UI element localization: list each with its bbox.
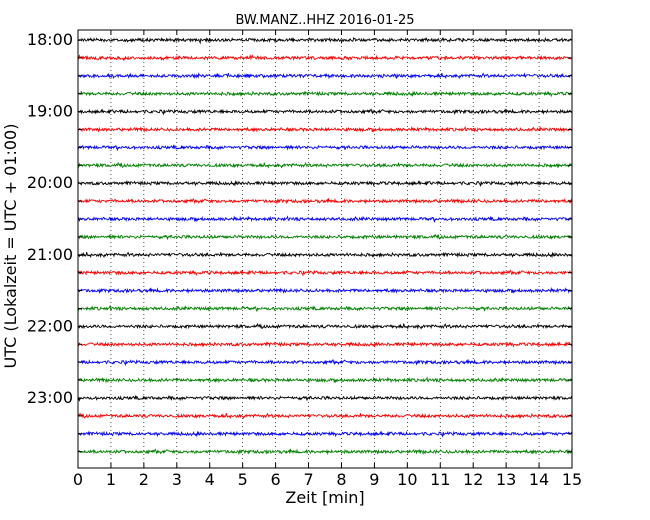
trace-1800 — [77, 36, 573, 45]
x-tick-label: 15 — [562, 470, 582, 489]
plot-frame — [77, 29, 573, 469]
x-tick-label: 11 — [430, 470, 450, 489]
trace-1845 — [77, 90, 573, 98]
x-tick-label: 2 — [139, 470, 149, 489]
trace-2315 — [77, 412, 573, 420]
x-tick-label: 13 — [496, 470, 516, 489]
trace-1945 — [77, 161, 573, 169]
y-tick-label: 23:00 — [27, 388, 73, 407]
trace-2345 — [77, 448, 573, 456]
y-tick-label: 20:00 — [27, 173, 73, 192]
x-tick-label: 14 — [529, 470, 549, 489]
trace-2230 — [77, 358, 573, 367]
trace-2300 — [77, 394, 573, 402]
trace-2215 — [77, 341, 573, 348]
x-tick-label: 3 — [172, 470, 182, 489]
trace-2115 — [77, 269, 573, 277]
chart-title: BW.MANZ..HHZ 2016-01-25 — [235, 13, 414, 28]
trace-2000 — [77, 179, 573, 188]
x-tick-label: 12 — [463, 470, 483, 489]
x-tick-label: 5 — [238, 470, 248, 489]
x-tick-label: 8 — [336, 470, 346, 489]
trace-2100 — [77, 251, 573, 259]
trace-2200 — [77, 322, 573, 330]
y-tick-label: 18:00 — [27, 30, 73, 49]
trace-2330 — [77, 430, 573, 438]
trace-2030 — [77, 215, 573, 223]
x-tick-label: 1 — [106, 470, 116, 489]
trace-1915 — [77, 125, 573, 133]
y-tick-label: 21:00 — [27, 245, 73, 264]
trace-1830 — [77, 72, 573, 80]
x-tick-label: 9 — [369, 470, 379, 489]
y-tick-label: 22:00 — [27, 316, 73, 335]
x-tick-label: 10 — [397, 470, 417, 489]
x-tick-label: 0 — [73, 470, 83, 489]
x-tick-label: 7 — [303, 470, 313, 489]
x-tick-label: 6 — [271, 470, 281, 489]
y-tick-label: 19:00 — [27, 102, 73, 121]
y-axis-label: UTC (Lokalzeit = UTC + 01:00) — [1, 124, 20, 369]
trace-2045 — [77, 233, 573, 240]
trace-2130 — [77, 286, 573, 295]
trace-1930 — [77, 143, 573, 152]
trace-2245 — [77, 376, 573, 384]
trace-1900 — [77, 108, 573, 116]
x-axis-label: Zeit [min] — [285, 488, 364, 507]
trace-1815 — [77, 54, 573, 62]
trace-2145 — [77, 304, 573, 313]
x-tick-label: 4 — [205, 470, 215, 489]
trace-2015 — [77, 197, 573, 205]
